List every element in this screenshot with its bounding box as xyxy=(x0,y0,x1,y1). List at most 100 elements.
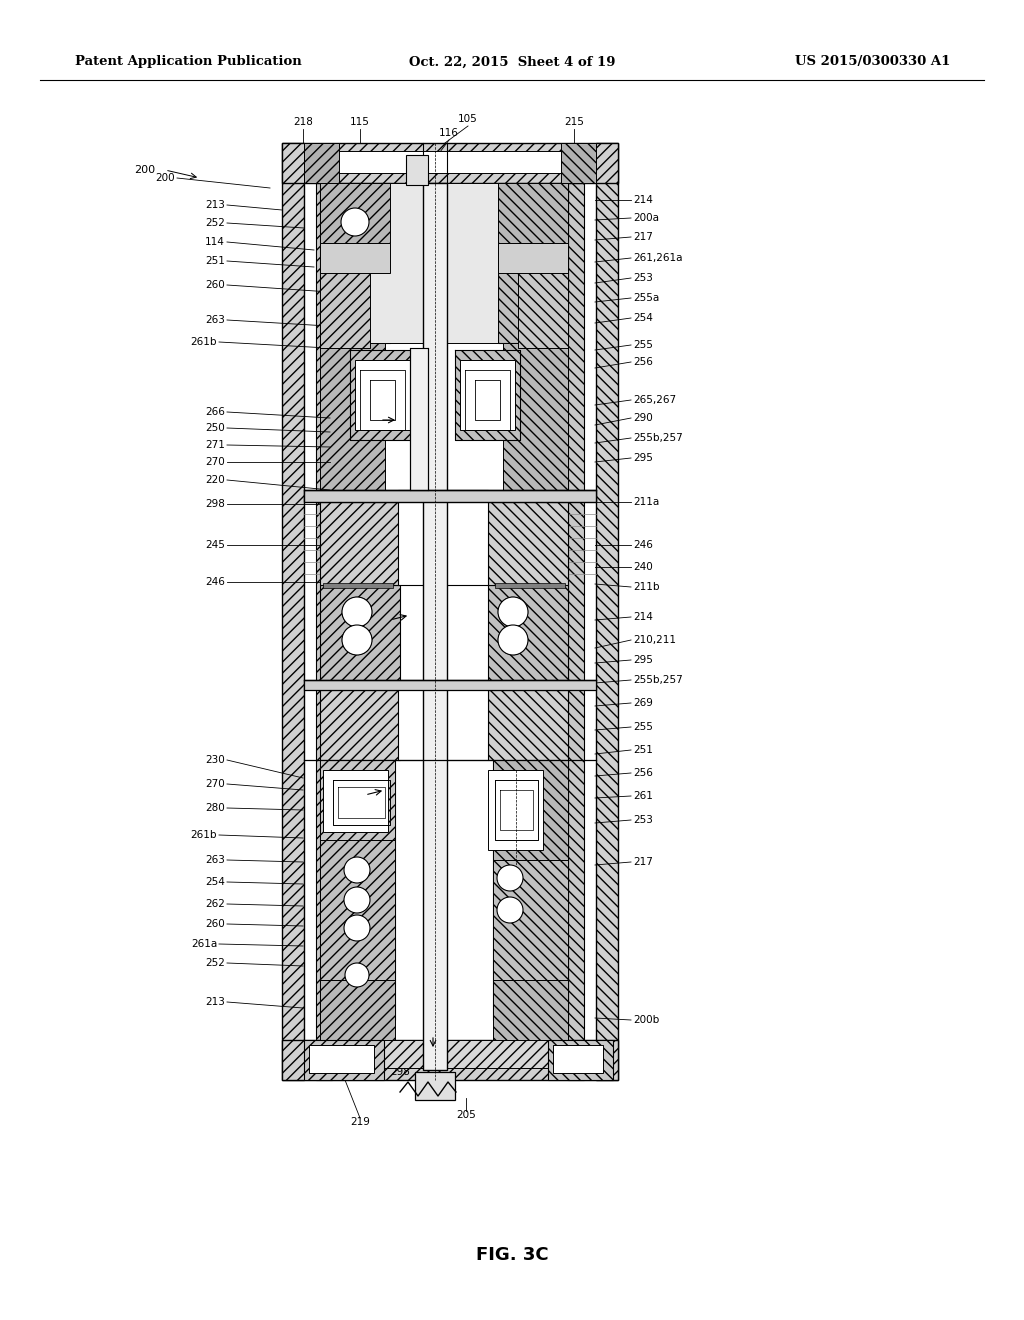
Text: 250: 250 xyxy=(205,422,225,433)
Bar xyxy=(319,273,370,348)
Text: 251: 251 xyxy=(205,256,225,267)
Text: 215: 215 xyxy=(564,117,584,127)
Bar xyxy=(304,1040,384,1080)
Bar xyxy=(398,490,488,585)
Bar xyxy=(498,183,568,243)
Bar xyxy=(498,183,568,343)
Text: 261b: 261b xyxy=(190,337,217,347)
Bar xyxy=(495,583,565,587)
Text: FIG. 3C: FIG. 3C xyxy=(476,1246,548,1265)
Text: 298: 298 xyxy=(205,499,225,510)
Text: 115: 115 xyxy=(350,117,370,127)
Bar xyxy=(568,183,584,1080)
Bar xyxy=(368,183,423,343)
Bar xyxy=(319,690,400,760)
Bar xyxy=(304,680,596,690)
Text: 298: 298 xyxy=(390,1067,410,1077)
Text: 253: 253 xyxy=(633,814,653,825)
Bar xyxy=(423,183,447,1071)
Text: 246: 246 xyxy=(633,540,653,550)
Bar xyxy=(518,273,568,348)
Circle shape xyxy=(344,857,370,883)
Bar xyxy=(596,143,618,1080)
Circle shape xyxy=(497,898,523,923)
Text: 256: 256 xyxy=(633,356,653,367)
Bar xyxy=(488,770,543,850)
Text: 295: 295 xyxy=(633,453,653,463)
Bar xyxy=(493,861,568,979)
Bar xyxy=(488,690,568,760)
Text: 218: 218 xyxy=(293,117,313,127)
Bar xyxy=(304,143,339,183)
Circle shape xyxy=(342,624,372,655)
Circle shape xyxy=(497,865,523,891)
Text: 290: 290 xyxy=(422,785,442,795)
Text: 290: 290 xyxy=(633,413,652,422)
Text: 200: 200 xyxy=(134,165,155,176)
Text: 114: 114 xyxy=(205,238,225,247)
Text: 256: 256 xyxy=(633,768,653,777)
Text: 217: 217 xyxy=(633,857,653,867)
Text: 116: 116 xyxy=(439,128,459,139)
Bar xyxy=(548,1040,613,1080)
Text: 254: 254 xyxy=(633,313,653,323)
Text: US 2015/0300330 A1: US 2015/0300330 A1 xyxy=(795,55,950,69)
Bar xyxy=(488,585,568,680)
Bar xyxy=(488,502,568,585)
Bar xyxy=(350,350,415,440)
Bar xyxy=(304,490,596,502)
Bar xyxy=(323,770,388,832)
Text: 217: 217 xyxy=(633,232,653,242)
Bar xyxy=(460,360,515,430)
Bar xyxy=(323,583,393,587)
Bar xyxy=(410,348,428,490)
Text: 260: 260 xyxy=(205,280,225,290)
Text: 213: 213 xyxy=(205,997,225,1007)
Text: 246: 246 xyxy=(205,577,225,587)
Bar xyxy=(553,1045,603,1073)
Text: Oct. 22, 2015  Sheet 4 of 19: Oct. 22, 2015 Sheet 4 of 19 xyxy=(409,55,615,69)
Text: 295: 295 xyxy=(633,655,653,665)
Text: 105: 105 xyxy=(458,114,478,124)
Text: 213: 213 xyxy=(205,201,225,210)
Bar xyxy=(493,760,568,1020)
Circle shape xyxy=(344,915,370,941)
Bar xyxy=(282,143,618,183)
Text: 200: 200 xyxy=(156,173,175,183)
Text: 200a: 200a xyxy=(633,213,659,223)
Text: 220: 220 xyxy=(205,475,225,484)
Bar xyxy=(319,760,395,1020)
Bar xyxy=(304,143,332,183)
Bar xyxy=(282,1040,618,1080)
Text: 261: 261 xyxy=(633,791,653,801)
Text: 254: 254 xyxy=(205,876,225,887)
Bar xyxy=(309,1045,374,1073)
Bar xyxy=(493,760,568,861)
Bar xyxy=(319,243,390,273)
Text: 280: 280 xyxy=(205,803,225,813)
Bar xyxy=(319,760,395,840)
Bar xyxy=(568,143,596,183)
Circle shape xyxy=(341,209,369,236)
Text: 255b,257: 255b,257 xyxy=(633,675,683,685)
Circle shape xyxy=(498,597,528,627)
Bar xyxy=(406,154,428,185)
Text: 270: 270 xyxy=(205,457,225,467)
Text: 252: 252 xyxy=(205,958,225,968)
Text: 240: 240 xyxy=(633,562,652,572)
Text: 253: 253 xyxy=(633,273,653,282)
Text: 255b,257: 255b,257 xyxy=(633,433,683,444)
Text: 245: 245 xyxy=(205,540,225,550)
Bar xyxy=(319,979,395,1040)
Text: 261,261a: 261,261a xyxy=(633,253,683,263)
Bar xyxy=(319,183,390,243)
Text: 269: 269 xyxy=(633,698,653,708)
Text: 261b: 261b xyxy=(190,830,217,840)
Text: 255: 255 xyxy=(633,722,653,733)
Circle shape xyxy=(498,624,528,655)
Text: 251: 251 xyxy=(633,744,653,755)
Bar xyxy=(316,183,332,1080)
Text: 214: 214 xyxy=(633,195,653,205)
Bar xyxy=(493,979,568,1040)
Bar xyxy=(498,243,568,273)
